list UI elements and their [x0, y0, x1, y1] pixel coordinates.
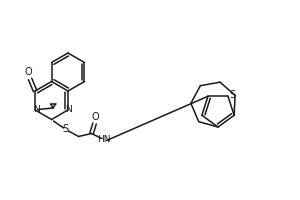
Text: O: O — [24, 67, 32, 77]
Text: N: N — [66, 105, 72, 114]
Text: HN: HN — [97, 135, 110, 144]
Text: N: N — [33, 105, 40, 114]
Text: S: S — [62, 124, 69, 134]
Text: S: S — [229, 90, 235, 100]
Text: O: O — [92, 112, 99, 122]
